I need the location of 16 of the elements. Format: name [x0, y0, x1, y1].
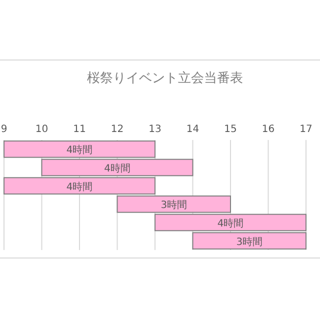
x-tick-label: 10 — [35, 124, 48, 135]
chart-title: 桜祭りイベント立会当番表 — [87, 70, 243, 86]
x-tick-label: 14 — [186, 124, 200, 135]
data-label: 4時間 — [104, 162, 130, 174]
x-tick-label: 9 — [0, 124, 8, 135]
data-label: 4時間 — [66, 144, 93, 156]
x-tick-label: 15 — [224, 124, 237, 135]
x-tick-label: 17 — [300, 124, 312, 135]
data-label: 4時間 — [66, 180, 93, 193]
data-label: 4時間 — [217, 218, 244, 230]
data-label: 3時間 — [236, 236, 263, 248]
data-label: 3時間 — [160, 199, 188, 212]
x-tick-label: 16 — [262, 124, 275, 135]
x-tick-label: 13 — [148, 124, 162, 135]
x-tick-label: 12 — [110, 124, 124, 135]
x-tick-label: 11 — [73, 124, 86, 135]
